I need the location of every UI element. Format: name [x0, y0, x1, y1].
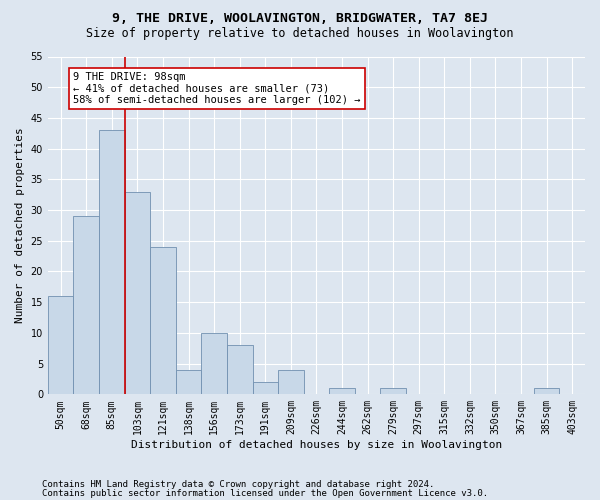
X-axis label: Distribution of detached houses by size in Woolavington: Distribution of detached houses by size … — [131, 440, 502, 450]
Text: 9 THE DRIVE: 98sqm
← 41% of detached houses are smaller (73)
58% of semi-detache: 9 THE DRIVE: 98sqm ← 41% of detached hou… — [73, 72, 361, 105]
Bar — [278, 370, 304, 394]
Bar — [253, 382, 278, 394]
Text: Contains public sector information licensed under the Open Government Licence v3: Contains public sector information licen… — [42, 490, 488, 498]
Text: Size of property relative to detached houses in Woolavington: Size of property relative to detached ho… — [86, 28, 514, 40]
Bar — [534, 388, 559, 394]
Y-axis label: Number of detached properties: Number of detached properties — [15, 128, 25, 324]
Bar — [150, 247, 176, 394]
Bar — [380, 388, 406, 394]
Bar — [329, 388, 355, 394]
Bar — [73, 216, 99, 394]
Bar — [227, 345, 253, 395]
Bar — [176, 370, 202, 394]
Text: Contains HM Land Registry data © Crown copyright and database right 2024.: Contains HM Land Registry data © Crown c… — [42, 480, 434, 489]
Text: 9, THE DRIVE, WOOLAVINGTON, BRIDGWATER, TA7 8EJ: 9, THE DRIVE, WOOLAVINGTON, BRIDGWATER, … — [112, 12, 488, 26]
Bar — [99, 130, 125, 394]
Bar — [48, 296, 73, 394]
Bar — [202, 333, 227, 394]
Bar — [125, 192, 150, 394]
